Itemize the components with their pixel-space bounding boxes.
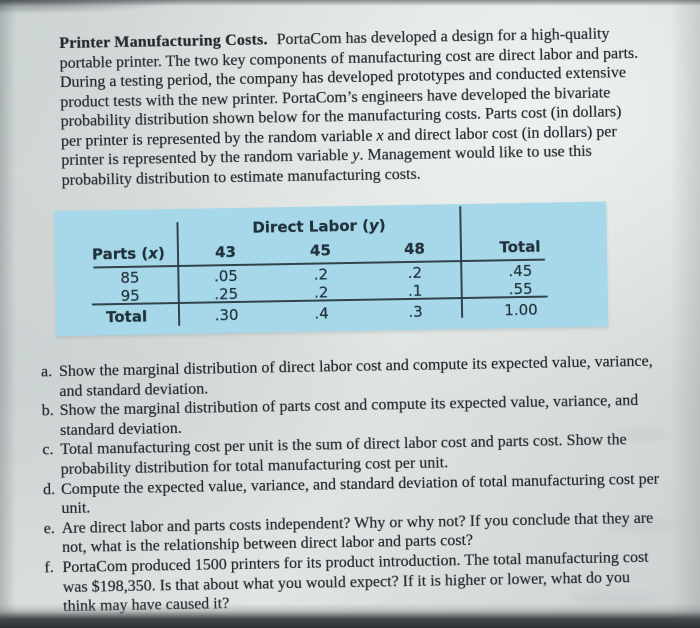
table-row-total: .45 xyxy=(508,261,533,281)
question-label: d. xyxy=(42,480,56,498)
question-label: a. xyxy=(40,363,53,381)
photo-corner-shadow xyxy=(0,0,180,14)
table-footer-cell: .4 xyxy=(314,304,329,323)
photo-edge-right xyxy=(670,0,700,628)
table-cell: .2 xyxy=(313,265,329,284)
question-label: b. xyxy=(41,402,54,420)
group-header-variable: y xyxy=(368,216,379,235)
bleed-through-smudge xyxy=(606,520,676,531)
question-list: a. Show the marginal distribution of dir… xyxy=(41,352,661,617)
photo-edge-top xyxy=(0,0,700,6)
table-footer-cell: .30 xyxy=(214,305,239,325)
photo-edge-left xyxy=(0,0,16,628)
table-col-label: 43 xyxy=(214,242,237,262)
photo-edge-bottom xyxy=(0,604,700,628)
question-label: e. xyxy=(43,519,56,538)
table-total-col-label: Total xyxy=(499,237,541,257)
table-cell: .2 xyxy=(407,263,423,282)
table-grid: Direct Labor (y) Parts (x) 43 45 48 Tota… xyxy=(54,202,608,337)
bleed-through-smudge xyxy=(612,430,672,440)
group-header-text: Direct Labor ( xyxy=(252,216,370,237)
bleed-through-smudge xyxy=(570,592,660,604)
table-corner-spacer xyxy=(54,209,178,243)
problem-statement: Printer Manufacturing Costs. PortaCom has… xyxy=(59,24,646,190)
corner-header-text: Parts ( xyxy=(91,244,149,264)
table-footer-label: Total xyxy=(105,307,148,327)
table-row-label: 85 xyxy=(120,268,140,288)
question-label: c. xyxy=(42,441,54,459)
table-cell: .05 xyxy=(213,266,238,286)
corner-header-text: ) xyxy=(157,244,165,263)
corner-header-variable: x xyxy=(148,244,159,263)
table-footer-cell: .3 xyxy=(408,302,423,321)
table-grand-total: 1.00 xyxy=(504,300,538,320)
table-group-header: Direct Labor (y) xyxy=(177,204,461,241)
problem-title: Printer Manufacturing Costs. xyxy=(59,31,268,53)
group-header-text: ) xyxy=(378,216,386,235)
table-row-variable-header: Parts (x) xyxy=(55,241,178,268)
table-col-label: 48 xyxy=(403,239,426,259)
table-total-spacer xyxy=(460,202,607,237)
table-col-label: 45 xyxy=(309,241,332,260)
bivariate-probability-table: Direct Labor (y) Parts (x) 43 45 48 Tota… xyxy=(54,201,609,337)
